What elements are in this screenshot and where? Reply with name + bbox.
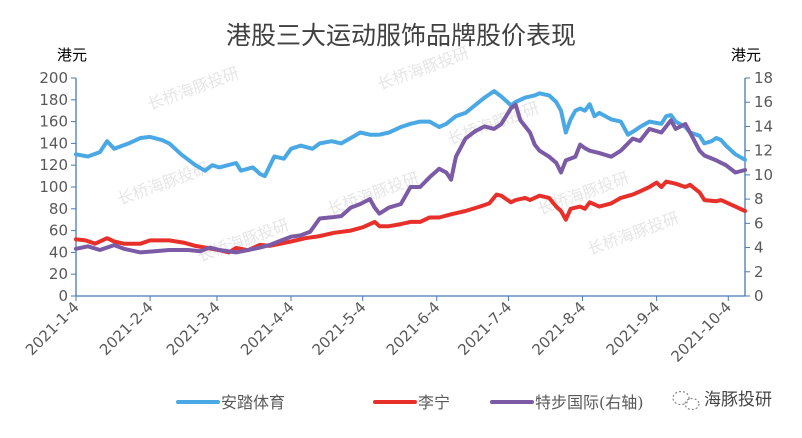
series-line-特步国际(右轴): [74, 102, 747, 255]
x-tick-label: 2021-4-4: [237, 298, 298, 359]
right-tick-label: 8: [754, 190, 764, 208]
series-line-李宁: [74, 179, 747, 255]
x-tick-label: 2021-6-4: [383, 298, 444, 359]
background-watermark-text: 长桥海豚投研: [375, 43, 472, 94]
legend-label: 安踏体育: [221, 393, 285, 412]
watermark: 海豚投研: [672, 390, 772, 411]
legend: 安踏体育 李宁 特步国际(右轴): [176, 393, 644, 412]
right-tick-label: 4: [754, 239, 764, 257]
x-tick-label: 2021-9-4: [603, 298, 664, 359]
left-tick-label: 160: [39, 113, 68, 131]
background-watermark-text: 长桥海豚投研: [145, 63, 242, 114]
right-tick-label: 12: [754, 142, 773, 160]
right-tick-label: 14: [754, 117, 773, 135]
x-tick-label: 2021-10-4: [667, 298, 735, 366]
background-watermark-text: 长桥海豚投研: [585, 208, 682, 259]
series-line-安踏体育: [74, 89, 747, 179]
watermark-text: 海豚投研: [704, 390, 772, 410]
left-tick-label: 60: [49, 222, 68, 240]
right-tick-label: 10: [754, 166, 773, 184]
x-tick-label: 2021-1-4: [22, 298, 83, 359]
left-tick-label: 40: [49, 243, 68, 261]
right-tick-label: 6: [754, 214, 764, 232]
right-tick-label: 0: [754, 287, 764, 305]
left-tick-label: 80: [49, 200, 68, 218]
right-tick-label: 2: [754, 263, 764, 281]
chart-title: 港股三大运动服饰品牌股价表现: [226, 21, 576, 50]
right-axis-unit: 港元: [731, 46, 761, 64]
left-tick-label: 20: [49, 265, 68, 283]
left-tick-label: 180: [39, 91, 68, 109]
x-tick-label: 2021-3-4: [163, 298, 224, 359]
wechat-icon: [672, 390, 700, 411]
x-tick-label: 2021-2-4: [96, 298, 157, 359]
right-tick-label: 16: [754, 93, 773, 111]
left-axis-unit: 港元: [57, 46, 87, 64]
legend-label: 李宁: [418, 393, 450, 412]
left-tick-label: 0: [58, 287, 68, 305]
x-tick-label: 2021-7-4: [454, 298, 515, 359]
right-tick-label: 18: [754, 69, 773, 87]
x-tick-label: 2021-8-4: [528, 298, 589, 359]
left-tick-label: 100: [39, 178, 68, 196]
background-watermark-text: 长桥海豚投研: [535, 168, 632, 219]
x-tick-label: 2021-5-4: [309, 298, 370, 359]
legend-label: 特步国际(右轴): [535, 393, 644, 412]
left-tick-label: 200: [39, 69, 68, 87]
background-watermark-text: 长桥海豚投研: [445, 98, 542, 149]
left-tick-label: 140: [39, 134, 68, 152]
left-tick-label: 120: [39, 156, 68, 174]
